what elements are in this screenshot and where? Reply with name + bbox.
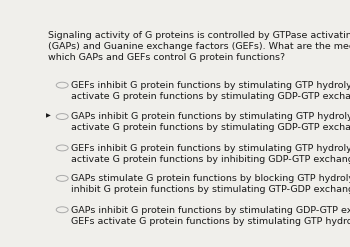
Ellipse shape: [56, 114, 68, 120]
Text: GEFs inhibit G protein functions by stimulating GTP hydrolysis; GAPs
activate G : GEFs inhibit G protein functions by stim…: [71, 81, 350, 101]
Ellipse shape: [56, 175, 68, 181]
Text: ▶: ▶: [46, 113, 51, 118]
Ellipse shape: [56, 207, 68, 213]
Text: GEFs inhibit G protein functions by stimulating GTP hydrolysis; GAPs
activate G : GEFs inhibit G protein functions by stim…: [71, 144, 350, 164]
Text: GAPs stimulate G protein functions by blocking GTP hydrolysis; GEFs
inhibit G pr: GAPs stimulate G protein functions by bl…: [71, 174, 350, 194]
Ellipse shape: [56, 82, 68, 88]
Text: GAPs inhibit G protein functions by stimulating GTP hydrolysis; GEFs
activate G : GAPs inhibit G protein functions by stim…: [71, 112, 350, 132]
Text: GAPs inhibit G protein functions by stimulating GDP-GTP exchange;
GEFs activate : GAPs inhibit G protein functions by stim…: [71, 206, 350, 226]
Text: Signaling activity of G proteins is controlled by GTPase activating proteins
(GA: Signaling activity of G proteins is cont…: [48, 31, 350, 62]
Ellipse shape: [56, 145, 68, 151]
